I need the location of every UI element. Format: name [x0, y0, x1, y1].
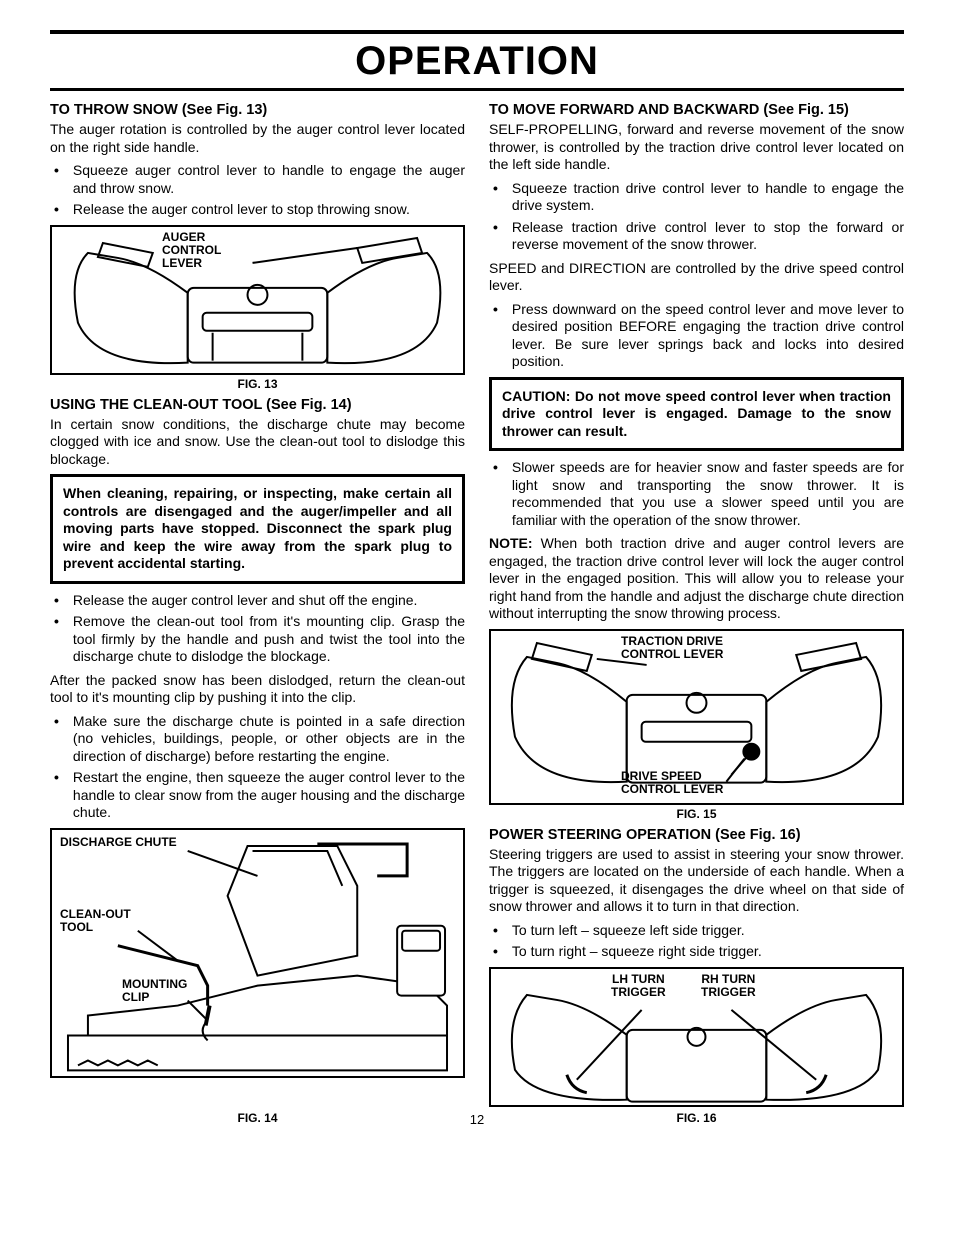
bullet: To turn right – squeeze right side trigg… — [489, 943, 904, 961]
fig16-drawing — [497, 975, 896, 1105]
bullet-text: Squeeze auger control lever to handle to… — [73, 162, 465, 197]
bullet-text: Press downward on the speed control leve… — [512, 301, 904, 371]
bullet: Restart the engine, then squeeze the aug… — [50, 769, 465, 822]
bullet: Release the auger control lever to stop … — [50, 201, 465, 219]
bullet: Make sure the discharge chute is pointed… — [50, 713, 465, 766]
figure-13: AUGER CONTROL LEVER — [50, 225, 465, 375]
bullet-text: Release traction drive control lever to … — [512, 219, 904, 254]
fig14-clip-label: MOUNTING CLIP — [122, 978, 187, 1004]
bullet-text: Release the auger control lever to stop … — [73, 201, 410, 219]
para: SPEED and DIRECTION are controlled by th… — [489, 260, 904, 295]
para: The auger rotation is controlled by the … — [50, 121, 465, 156]
para: After the packed snow has been dislodged… — [50, 672, 465, 707]
bullet-text: Release the auger control lever and shut… — [73, 592, 418, 610]
figure-14: DISCHARGE CHUTE CLEAN-OUT TOOL MOUNTING … — [50, 828, 465, 1078]
fig14-tool-label: CLEAN-OUT TOOL — [60, 908, 131, 934]
para: Steering triggers are used to assist in … — [489, 846, 904, 916]
heading-throw-snow: TO THROW SNOW (See Fig. 13) — [50, 101, 465, 119]
title-underline — [50, 88, 904, 91]
fig16-rh-label: RH TURN TRIGGER — [701, 973, 756, 999]
para: In certain snow conditions, the discharg… — [50, 416, 465, 469]
bullet-text: To turn left – squeeze left side trigger… — [512, 922, 745, 940]
bullet: Slower speeds are for heavier snow and f… — [489, 459, 904, 529]
bullet-text: Make sure the discharge chute is pointed… — [73, 713, 465, 766]
heading-cleanout: USING THE CLEAN-OUT TOOL (See Fig. 14) — [50, 396, 465, 414]
bullet-text: Restart the engine, then squeeze the aug… — [73, 769, 465, 822]
fig16-lh-label: LH TURN TRIGGER — [611, 973, 666, 999]
fig16-caption: FIG. 16 — [489, 1111, 904, 1126]
bullet: Press downward on the speed control leve… — [489, 301, 904, 371]
caution-speed: CAUTION: Do not move speed control lever… — [489, 377, 904, 452]
right-column: TO MOVE FORWARD AND BACKWARD (See Fig. 1… — [489, 101, 904, 1109]
bullet: Squeeze auger control lever to handle to… — [50, 162, 465, 197]
bullet-text: Squeeze traction drive control lever to … — [512, 180, 904, 215]
page-title: OPERATION — [355, 39, 599, 83]
note-para: NOTE: When both traction drive and auger… — [489, 535, 904, 623]
fig13-auger-label: AUGER CONTROL LEVER — [162, 231, 221, 271]
left-column: TO THROW SNOW (See Fig. 13) The auger ro… — [50, 101, 465, 1109]
fig13-drawing — [58, 233, 457, 373]
fig14-drawing — [58, 836, 457, 1075]
warning-cleanout: When cleaning, repairing, or inspecting,… — [50, 474, 465, 584]
bullet-text: To turn right – squeeze right side trigg… — [512, 943, 762, 961]
bullet: Squeeze traction drive control lever to … — [489, 180, 904, 215]
top-rule — [50, 30, 904, 34]
figure-15: TRACTION DRIVE CONTROL LEVER DRIVE SPEED… — [489, 629, 904, 805]
note-text: When both traction drive and auger contr… — [489, 535, 904, 621]
figure-16: LH TURN TRIGGER RH TURN TRIGGER — [489, 967, 904, 1107]
bullet: Remove the clean-out tool from it's moun… — [50, 613, 465, 666]
bullet-text: Remove the clean-out tool from it's moun… — [73, 613, 465, 666]
note-lead: NOTE: — [489, 535, 533, 551]
heading-steering: POWER STEERING OPERATION (See Fig. 16) — [489, 826, 904, 844]
heading-move: TO MOVE FORWARD AND BACKWARD (See Fig. 1… — [489, 101, 904, 119]
para: SELF-PROPELLING, forward and reverse mov… — [489, 121, 904, 174]
fig15-speed-label: DRIVE SPEED CONTROL LEVER — [621, 770, 723, 796]
bullet: Release the auger control lever and shut… — [50, 592, 465, 610]
bullet: Release traction drive control lever to … — [489, 219, 904, 254]
fig13-caption: FIG. 13 — [50, 377, 465, 392]
fig15-traction-label: TRACTION DRIVE CONTROL LEVER — [621, 635, 723, 661]
fig14-caption: FIG. 14 — [50, 1111, 465, 1126]
bullet-text: Slower speeds are for heavier snow and f… — [512, 459, 904, 529]
fig15-caption: FIG. 15 — [489, 807, 904, 822]
fig14-chute-label: DISCHARGE CHUTE — [60, 836, 177, 849]
title-wrap: OPERATION — [50, 36, 904, 86]
bullet: To turn left – squeeze left side trigger… — [489, 922, 904, 940]
